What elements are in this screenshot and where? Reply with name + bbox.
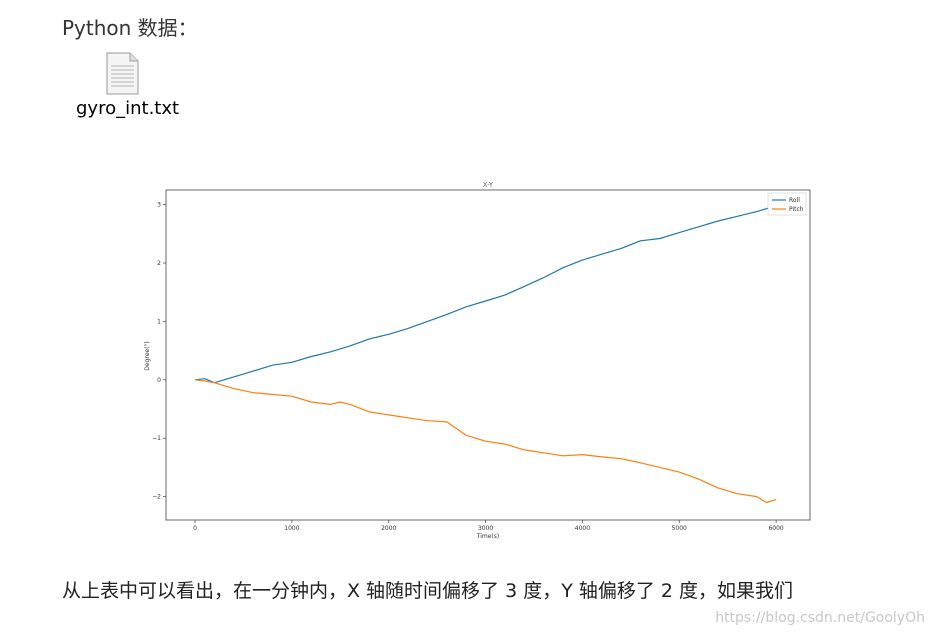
x-tick-label: 5000 — [672, 525, 687, 532]
x-tick-label: 6000 — [768, 525, 783, 532]
legend-label-roll: Roll — [789, 197, 800, 204]
plot-area — [165, 189, 811, 521]
attachment-file-name[interactable]: gyro_int.txt — [76, 98, 180, 119]
y-tick-label: −2 — [152, 494, 161, 501]
y-tick-label: 2 — [157, 260, 161, 267]
x-tick-label: 0 — [193, 525, 197, 532]
y-axis-label: Degree(°) — [144, 341, 151, 371]
x-tick-label: 4000 — [575, 525, 590, 532]
x-tick-label: 3000 — [478, 525, 493, 532]
x-tick-label: 2000 — [381, 525, 396, 532]
legend-label-pitch: Pitch — [789, 206, 804, 213]
x-axis-label: Time(s) — [476, 533, 500, 540]
xy-line-chart: X-Y Time(s) Degree(°) 0 1000 2000 3000 4000 5… — [140, 176, 820, 546]
watermark: https://blog.csdn.net/GoolyOh — [715, 610, 925, 626]
section-heading: Python 数据： — [62, 16, 198, 40]
y-tick-label: −1 — [152, 435, 161, 442]
y-tick-label: 1 — [157, 318, 161, 325]
series-line-pitch — [195, 379, 777, 504]
text-file-icon[interactable] — [104, 52, 140, 96]
series-line-roll — [195, 205, 777, 384]
x-tick-label: 1000 — [284, 525, 299, 532]
body-paragraph: 从上表中可以看出，在一分钟内，X 轴随时间偏移了 3 度，Y 轴偏移了 2 度，… — [62, 580, 794, 602]
chart-legend: Roll Pitch — [767, 192, 807, 216]
y-tick-label: 3 — [157, 202, 161, 209]
y-tick-label: 0 — [157, 377, 161, 384]
chart-title: X-Y — [483, 181, 494, 189]
